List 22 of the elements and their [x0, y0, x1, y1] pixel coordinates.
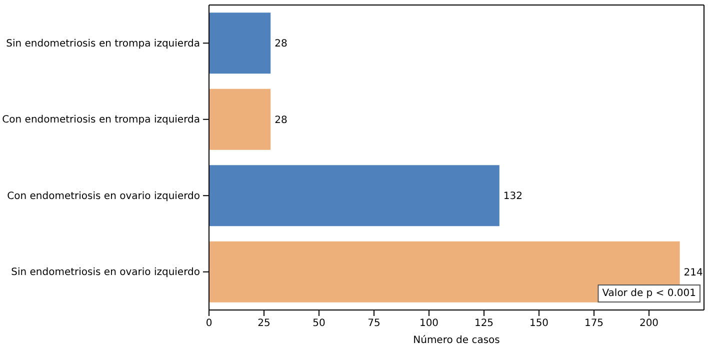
y-tick-label: Sin endometriosis en trompa izquierda [6, 38, 200, 50]
y-tick-label: Con endometriosis en ovario izquierdo [7, 190, 200, 202]
data-label: 214 [684, 267, 703, 278]
data-label: 28 [274, 114, 288, 126]
x-tick-label: 100 [419, 318, 439, 330]
bar [209, 88, 271, 150]
bar [209, 12, 271, 74]
x-tick-label: 25 [258, 318, 270, 330]
y-tick-label: Sin endometriosis en ovario izquierdo [11, 267, 200, 278]
x-tick-label: 50 [312, 318, 326, 330]
x-axis-title: Número de casos [413, 335, 500, 346]
annotation: Valor de p < 0.001 [602, 288, 696, 299]
x-tick-label: 125 [474, 318, 494, 330]
x-tick-label: 200 [639, 318, 659, 330]
x-tick-label: 0 [206, 318, 212, 330]
y-tick-label: Con endometriosis en trompa izquierda [2, 114, 200, 126]
x-tick-label: 75 [368, 318, 380, 330]
x-tick-label: 150 [529, 318, 549, 330]
data-label: 132 [503, 191, 522, 202]
bar [209, 165, 500, 226]
data-label: 28 [274, 38, 288, 50]
x-tick-label: 175 [584, 318, 604, 330]
